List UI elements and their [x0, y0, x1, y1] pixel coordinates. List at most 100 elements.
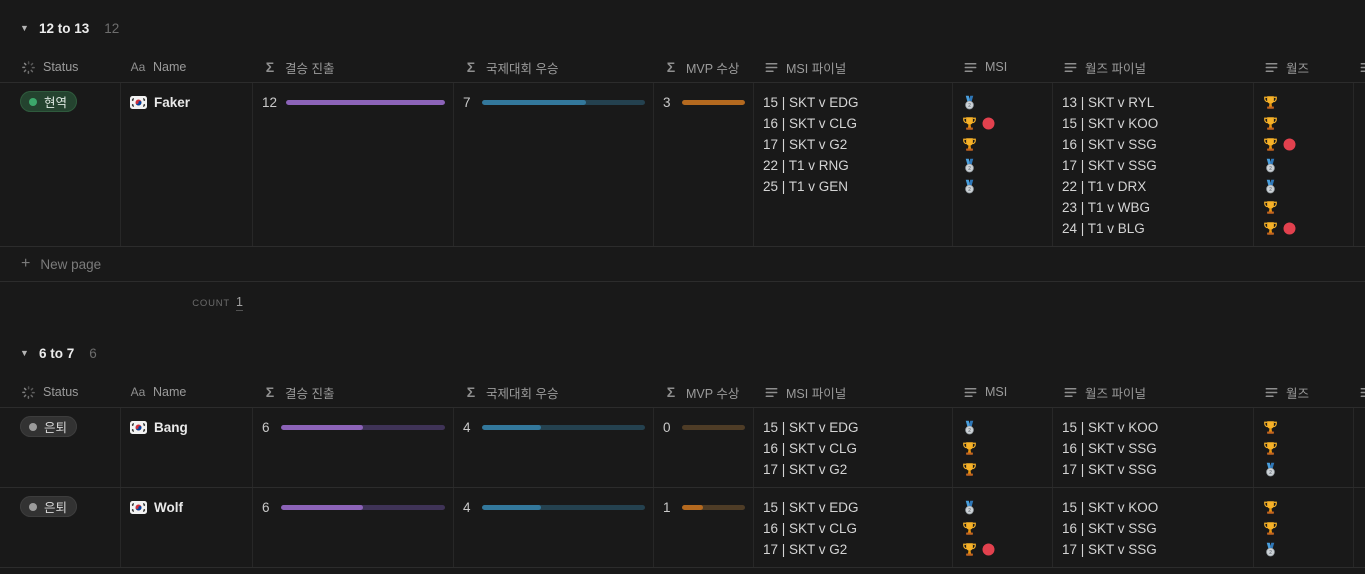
trophy-icon — [1263, 200, 1278, 215]
status-badge: 은퇴 — [20, 416, 78, 437]
intl-bar: 7 — [463, 92, 645, 113]
column-header-worlds_finals[interactable]: 월즈 파이널 — [1053, 58, 1254, 77]
cell-msi_finals[interactable]: 15 | SKT v EDG 16 | SKT v CLG 17 | SKT v G… — [754, 488, 953, 567]
column-header-msi_finals[interactable]: MSI 파이널 — [754, 383, 953, 402]
intl-bar: 4 — [463, 417, 645, 438]
column-header-mvp[interactable]: Σ MVP 수상 — [654, 383, 754, 402]
worlds_finals-entry: 13 | SKT v RYL — [1062, 95, 1155, 110]
new-page-button[interactable]: + New page — [0, 247, 1365, 282]
cell-intl[interactable]: 7 — [454, 83, 654, 246]
row-filler — [1354, 488, 1365, 567]
column-header-worlds[interactable]: 월즈 — [1254, 383, 1354, 402]
column-header-name[interactable]: Aa Name — [121, 59, 253, 75]
column-header-intl[interactable]: Σ 국제대회 우승 — [454, 58, 654, 77]
trophy-icon — [1263, 221, 1278, 236]
text-aa-icon: Aa — [130, 60, 146, 74]
worlds-result — [1263, 218, 1345, 239]
column-header-label: Status — [43, 60, 79, 74]
group-toggle-icon[interactable]: ▼ — [20, 348, 29, 358]
cell-worlds[interactable]: 2 — [1254, 408, 1354, 487]
red-dot-icon — [982, 117, 995, 130]
cell-mvp[interactable]: 3 — [654, 83, 754, 246]
column-header-msi_finals[interactable]: MSI 파이널 — [754, 58, 953, 77]
finals-bar: 6 — [262, 497, 445, 518]
finals-value: 6 — [262, 420, 270, 435]
column-header-mvp[interactable]: Σ MVP 수상 — [654, 58, 754, 77]
korea-flag-icon — [130, 96, 147, 109]
status-icon — [20, 384, 36, 400]
column-header-row: Status Aa Name Σ 결승 진출 Σ 국제대회 우승 Σ MVP 수상 MSI 파이널… — [0, 52, 1365, 83]
cell-worlds_finals[interactable]: 15 | SKT v KOO 16 | SKT v SSG 17 | SKT v S… — [1053, 488, 1254, 567]
count-label: COUNT — [192, 298, 231, 309]
msi-result: 2 — [962, 176, 1044, 197]
cell-name[interactable]: Bang — [121, 408, 253, 487]
status-dot-icon — [29, 502, 37, 511]
group-count: 6 — [89, 345, 97, 361]
cell-msi_finals[interactable]: 15 | SKT v EDG 16 | SKT v CLG 17 | SKT v G… — [754, 408, 953, 487]
worlds-result — [1263, 113, 1345, 134]
silver-medal-icon: 2 — [1263, 179, 1278, 194]
list-icon — [1062, 384, 1078, 400]
finals-value: 12 — [262, 95, 278, 110]
cell-status[interactable]: 은퇴 — [0, 408, 121, 487]
msi_finals-entry: 15 | SKT v EDG — [763, 500, 859, 515]
svg-text:2: 2 — [1269, 166, 1272, 172]
msi-result — [962, 518, 1044, 539]
count-aggregate[interactable]: COUNT 1 — [121, 293, 243, 311]
cell-finals[interactable]: 6 — [253, 488, 454, 567]
korea-flag-icon — [130, 501, 147, 514]
cell-status[interactable]: 은퇴 — [0, 488, 121, 567]
column-header-worlds[interactable]: 월즈 — [1254, 58, 1354, 77]
list-icon — [1358, 384, 1365, 400]
trophy-icon — [1263, 441, 1278, 456]
aggregate-row: COUNT 1 — [0, 282, 1365, 322]
cell-status[interactable]: 현역 — [0, 83, 121, 246]
cell-mvp[interactable]: 1 — [654, 488, 754, 567]
status-label: 현역 — [44, 96, 68, 110]
group-count: 12 — [104, 20, 120, 36]
worlds_finals-entry: 23 | T1 v WBG — [1062, 200, 1151, 215]
column-header-status[interactable]: Status — [0, 59, 121, 75]
column-header-name[interactable]: Aa Name — [121, 384, 253, 400]
cell-msi[interactable]: 2 — [953, 488, 1053, 567]
group-toggle-icon[interactable]: ▼ — [20, 23, 29, 33]
player-name: Bang — [154, 420, 188, 435]
cell-msi_finals[interactable]: 15 | SKT v EDG 16 | SKT v CLG 17 | SKT v G… — [754, 83, 953, 246]
msi-result — [962, 438, 1044, 459]
cell-finals[interactable]: 12 — [253, 83, 454, 246]
column-header-msi[interactable]: MSI — [953, 59, 1053, 75]
cell-name[interactable]: Faker — [121, 83, 253, 246]
svg-text:2: 2 — [1269, 470, 1272, 476]
cell-msi[interactable]: 2 2 2 — [953, 83, 1053, 246]
cell-worlds[interactable]: 2 — [1254, 488, 1354, 567]
trophy-icon — [962, 462, 977, 477]
column-header-finals[interactable]: Σ 결승 진출 — [253, 58, 454, 77]
cell-worlds_finals[interactable]: 15 | SKT v KOO 16 | SKT v SSG 17 | SKT v S… — [1053, 408, 1254, 487]
worlds-result — [1263, 92, 1345, 113]
trophy-icon — [962, 137, 977, 152]
cell-worlds_finals[interactable]: 13 | SKT v RYL 15 | SKT v KOO 16 | SKT v S… — [1053, 83, 1254, 246]
column-header-label: 국제대회 우승 — [486, 61, 559, 76]
column-header-worlds_finals[interactable]: 월즈 파이널 — [1053, 383, 1254, 402]
cell-msi[interactable]: 2 — [953, 408, 1053, 487]
msi-result — [962, 134, 1044, 155]
msi_finals-entry: 16 | SKT v CLG — [763, 116, 858, 131]
sigma-icon: Σ — [265, 59, 275, 75]
group-title: 12 to 13 — [39, 20, 90, 36]
column-header-label: MVP 수상 — [686, 386, 740, 401]
svg-text:2: 2 — [968, 428, 971, 434]
column-header-label: 결승 진출 — [285, 61, 335, 76]
cell-intl[interactable]: 4 — [454, 488, 654, 567]
cell-mvp[interactable]: 0 — [654, 408, 754, 487]
column-header-intl[interactable]: Σ 국제대회 우승 — [454, 383, 654, 402]
cell-name[interactable]: Wolf — [121, 488, 253, 567]
cell-finals[interactable]: 6 — [253, 408, 454, 487]
column-header-finals[interactable]: Σ 결승 진출 — [253, 383, 454, 402]
column-header-label: MSI 파이널 — [786, 61, 847, 76]
cell-intl[interactable]: 4 — [454, 408, 654, 487]
svg-text:2: 2 — [968, 187, 971, 193]
column-header-status[interactable]: Status — [0, 384, 121, 400]
silver-medal-icon: 2 — [962, 420, 977, 435]
column-header-msi[interactable]: MSI — [953, 384, 1053, 400]
